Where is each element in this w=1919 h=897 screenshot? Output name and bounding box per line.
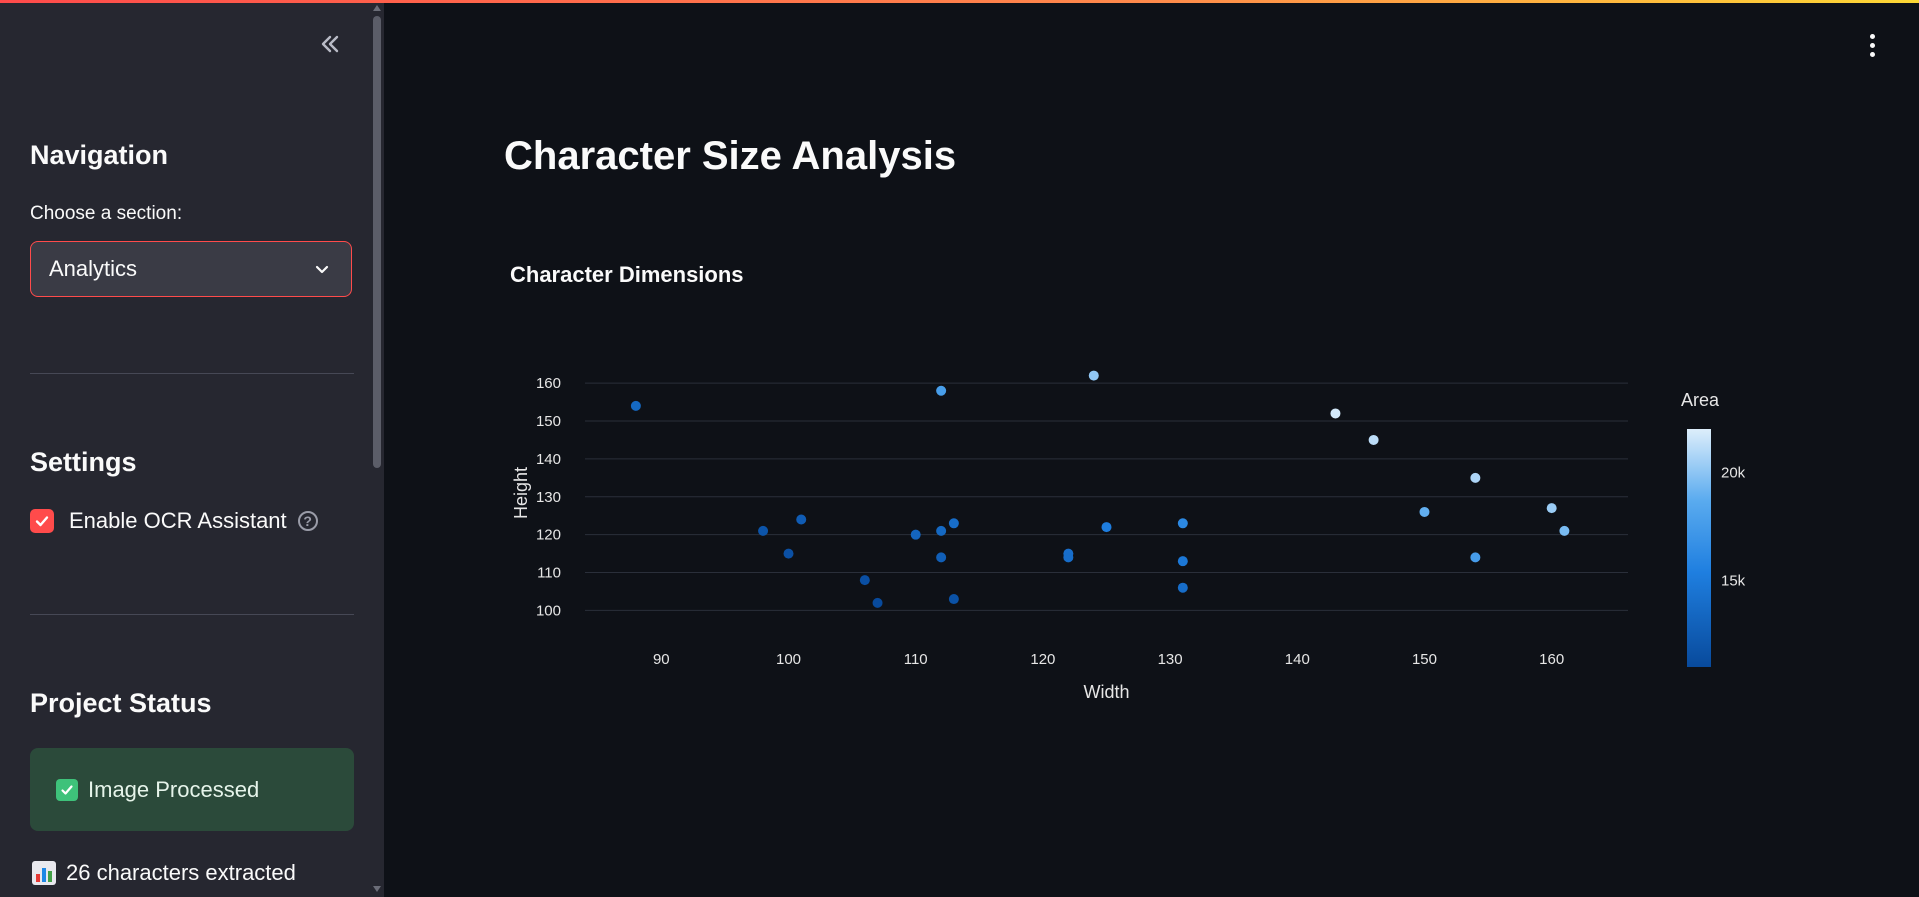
help-icon[interactable]: ? — [297, 511, 318, 531]
y-tick-label: 130 — [536, 489, 561, 506]
scatter-point[interactable] — [1368, 434, 1379, 445]
colorbar-tick-label: 15k — [1721, 572, 1746, 589]
scatter-point[interactable] — [1419, 506, 1430, 517]
section-select-label: Choose a section: — [30, 203, 183, 224]
scroll-up-icon[interactable] — [373, 5, 381, 11]
extracted-count: 26 characters extracted — [32, 860, 296, 886]
colorbar-tick-label: 20k — [1721, 464, 1746, 481]
scatter-point[interactable] — [796, 514, 807, 525]
colorbar-title: Area — [1681, 390, 1720, 410]
scatter-point[interactable] — [1470, 552, 1481, 563]
colorbar — [1687, 429, 1711, 667]
x-tick-label: 100 — [776, 651, 801, 668]
sidebar: Navigation Choose a section: Analytics S… — [0, 0, 384, 897]
main-menu-button[interactable] — [1860, 30, 1884, 60]
x-tick-label: 140 — [1285, 651, 1310, 668]
scatter-point[interactable] — [936, 525, 947, 536]
sidebar-scrollbar[interactable] — [370, 0, 384, 897]
scatter-point[interactable] — [630, 400, 641, 411]
scatter-point[interactable] — [936, 385, 947, 396]
check-mark-button-icon — [56, 778, 78, 801]
y-tick-label: 140 — [536, 451, 561, 468]
status-message: Image Processed — [88, 776, 260, 802]
scatter-point[interactable] — [1177, 518, 1188, 529]
scatter-point[interactable] — [1330, 408, 1341, 419]
scatter-chart[interactable]: 100 110 120 130 140 150 160 90 100 110 120 130 140 15… — [500, 360, 1800, 850]
project-status-heading: Project Status — [30, 688, 212, 718]
y-tick-label: 150 — [536, 413, 561, 430]
scatter-point[interactable] — [948, 518, 959, 529]
ocr-assistant-toggle: Enable OCR Assistant ? — [30, 508, 318, 534]
scatter-point[interactable] — [783, 548, 794, 559]
x-tick-label: 160 — [1539, 651, 1564, 668]
scatter-point[interactable] — [1177, 582, 1188, 593]
y-axis-label: Height — [511, 467, 531, 519]
y-tick-label: 110 — [537, 565, 561, 582]
page-title: Character Size Analysis — [504, 134, 957, 178]
extracted-text: 26 characters extracted — [66, 860, 296, 885]
collapse-sidebar-button[interactable] — [314, 28, 346, 60]
scroll-down-icon[interactable] — [373, 886, 381, 892]
sidebar-divider — [30, 373, 354, 374]
y-tick-label: 100 — [536, 602, 561, 619]
x-tick-label: 130 — [1158, 651, 1183, 668]
scatter-point[interactable] — [910, 529, 921, 540]
scatter-point[interactable] — [1470, 472, 1481, 483]
ocr-assistant-checkbox[interactable] — [30, 509, 54, 533]
scatter-point[interactable] — [859, 575, 870, 586]
scrollbar-thumb[interactable] — [373, 16, 381, 468]
x-tick-label: 150 — [1412, 651, 1437, 668]
section-select[interactable]: Analytics — [30, 241, 352, 297]
x-tick-label: 90 — [653, 651, 670, 668]
scatter-point[interactable] — [1063, 552, 1074, 563]
navigation-heading: Navigation — [30, 140, 169, 170]
chevron-down-icon — [315, 265, 329, 274]
scatter-point[interactable] — [872, 597, 883, 608]
sidebar-divider — [30, 614, 354, 615]
double-chevron-left-icon — [321, 35, 339, 53]
scatter-point[interactable] — [1546, 503, 1557, 514]
chart-title: Character Dimensions — [510, 262, 744, 287]
scatter-point[interactable] — [758, 525, 769, 536]
bar-chart-icon — [32, 861, 56, 885]
scatter-point[interactable] — [1559, 525, 1570, 536]
scatter-point[interactable] — [1177, 556, 1188, 567]
scatter-point[interactable] — [936, 552, 947, 563]
x-tick-label: 120 — [1030, 651, 1055, 668]
scatter-point[interactable] — [1088, 370, 1099, 381]
x-axis-label: Width — [1083, 682, 1129, 702]
status-success-box: Image Processed — [30, 748, 354, 831]
x-tick-label: 110 — [904, 651, 928, 668]
top-accent-bar — [0, 0, 1919, 3]
checkmark-icon — [35, 516, 49, 527]
scatter-point[interactable] — [948, 594, 959, 605]
y-tick-label: 160 — [536, 375, 561, 392]
ocr-assistant-label: Enable OCR Assistant — [69, 508, 287, 533]
settings-heading: Settings — [30, 447, 137, 477]
y-tick-label: 120 — [536, 527, 561, 544]
kebab-menu-icon — [1869, 33, 1875, 39]
scatter-point[interactable] — [1101, 522, 1112, 533]
section-select-value: Analytics — [49, 256, 138, 281]
